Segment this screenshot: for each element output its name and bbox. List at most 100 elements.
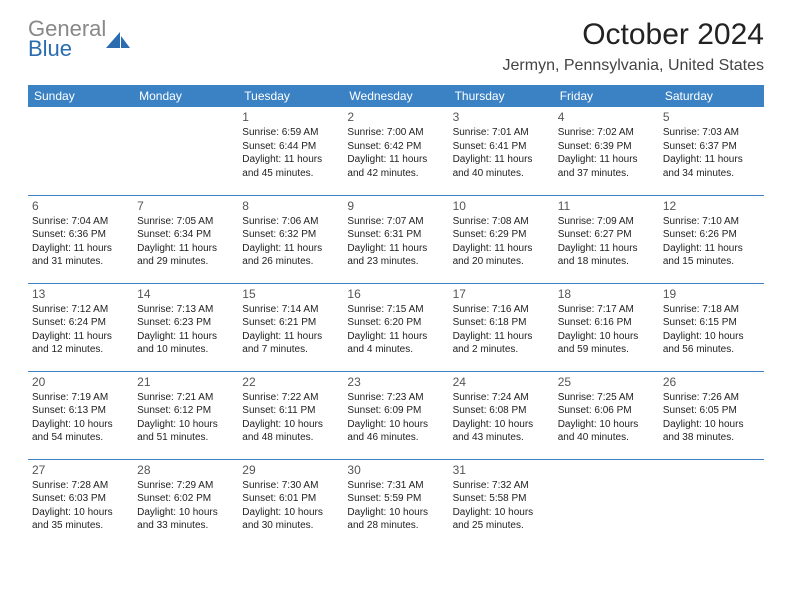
sunrise-text: Sunrise: 7:05 AM: [137, 215, 234, 229]
calendar-week-row: 1Sunrise: 6:59 AMSunset: 6:44 PMDaylight…: [28, 107, 764, 195]
day-details: Sunrise: 7:13 AMSunset: 6:23 PMDaylight:…: [137, 303, 234, 357]
calendar-cell: 2Sunrise: 7:00 AMSunset: 6:42 PMDaylight…: [343, 107, 448, 195]
day-details: Sunrise: 7:02 AMSunset: 6:39 PMDaylight:…: [558, 126, 655, 180]
sunset-text: Sunset: 6:16 PM: [558, 316, 655, 330]
daylight-text: Daylight: 11 hours and 45 minutes.: [242, 153, 339, 180]
calendar-cell: [554, 459, 659, 547]
daylight-text: Daylight: 11 hours and 15 minutes.: [663, 242, 760, 269]
daylight-text: Daylight: 11 hours and 40 minutes.: [453, 153, 550, 180]
daylight-text: Daylight: 11 hours and 31 minutes.: [32, 242, 129, 269]
daylight-text: Daylight: 10 hours and 30 minutes.: [242, 506, 339, 533]
sunrise-text: Sunrise: 7:21 AM: [137, 391, 234, 405]
sunrise-text: Sunrise: 7:17 AM: [558, 303, 655, 317]
day-details: Sunrise: 7:01 AMSunset: 6:41 PMDaylight:…: [453, 126, 550, 180]
calendar-cell: 5Sunrise: 7:03 AMSunset: 6:37 PMDaylight…: [659, 107, 764, 195]
weekday-header: Monday: [133, 85, 238, 107]
day-details: Sunrise: 7:15 AMSunset: 6:20 PMDaylight:…: [347, 303, 444, 357]
calendar-cell: 15Sunrise: 7:14 AMSunset: 6:21 PMDayligh…: [238, 283, 343, 371]
daylight-text: Daylight: 10 hours and 28 minutes.: [347, 506, 444, 533]
daylight-text: Daylight: 11 hours and 12 minutes.: [32, 330, 129, 357]
sunrise-text: Sunrise: 7:13 AM: [137, 303, 234, 317]
day-details: Sunrise: 7:08 AMSunset: 6:29 PMDaylight:…: [453, 215, 550, 269]
daylight-text: Daylight: 11 hours and 10 minutes.: [137, 330, 234, 357]
sunrise-text: Sunrise: 7:25 AM: [558, 391, 655, 405]
sunrise-text: Sunrise: 7:24 AM: [453, 391, 550, 405]
daylight-text: Daylight: 11 hours and 34 minutes.: [663, 153, 760, 180]
calendar-cell: 6Sunrise: 7:04 AMSunset: 6:36 PMDaylight…: [28, 195, 133, 283]
daylight-text: Daylight: 10 hours and 40 minutes.: [558, 418, 655, 445]
day-details: Sunrise: 7:21 AMSunset: 6:12 PMDaylight:…: [137, 391, 234, 445]
daylight-text: Daylight: 11 hours and 2 minutes.: [453, 330, 550, 357]
sunset-text: Sunset: 6:24 PM: [32, 316, 129, 330]
calendar-cell: 21Sunrise: 7:21 AMSunset: 6:12 PMDayligh…: [133, 371, 238, 459]
calendar-cell: 20 Sunrise: 7:19 AMSunset: 6:13 PMDayligh…: [28, 371, 133, 459]
sunset-text: Sunset: 6:36 PM: [32, 228, 129, 242]
day-details: Sunrise: 7:10 AMSunset: 6:26 PMDaylight:…: [663, 215, 760, 269]
daylight-text: Daylight: 11 hours and 18 minutes.: [558, 242, 655, 269]
sunrise-text: Sunrise: 7:01 AM: [453, 126, 550, 140]
calendar-week-row: 6Sunrise: 7:04 AMSunset: 6:36 PMDaylight…: [28, 195, 764, 283]
calendar-week-row: 27Sunrise: 7:28 AMSunset: 6:03 PMDayligh…: [28, 459, 764, 547]
calendar-cell: 25 Sunrise: 7:25 AMSunset: 6:06 PMDayligh…: [554, 371, 659, 459]
day-details: Sunrise: 7:05 AMSunset: 6:34 PMDaylight:…: [137, 215, 234, 269]
sunrise-text: Sunrise: 7:04 AM: [32, 215, 129, 229]
daylight-text: Daylight: 10 hours and 48 minutes.: [242, 418, 339, 445]
day-details: Sunrise: 7:12 AMSunset: 6:24 PMDaylight:…: [32, 303, 129, 357]
day-number: 31: [453, 463, 550, 477]
daylight-text: Daylight: 11 hours and 20 minutes.: [453, 242, 550, 269]
day-number: 27: [32, 463, 129, 477]
sunset-text: Sunset: 6:42 PM: [347, 140, 444, 154]
calendar-cell: 11 Sunrise: 7:09 AMSunset: 6:27 PMDayligh…: [554, 195, 659, 283]
day-number: 14: [137, 287, 234, 301]
day-number: 9: [347, 199, 444, 213]
calendar-cell: 29Sunrise: 7:30 AMSunset: 6:01 PMDayligh…: [238, 459, 343, 547]
calendar-week-row: 13 Sunrise: 7:12 AMSunset: 6:24 PMDayligh…: [28, 283, 764, 371]
day-number: 8: [242, 199, 339, 213]
sunrise-text: Sunrise: 7:32 AM: [453, 479, 550, 493]
daylight-text: Daylight: 10 hours and 56 minutes.: [663, 330, 760, 357]
calendar-page: General Blue October 2024 Jermyn, Pennsy…: [0, 0, 792, 612]
sunrise-text: Sunrise: 7:31 AM: [347, 479, 444, 493]
sunset-text: Sunset: 6:27 PM: [558, 228, 655, 242]
day-number: 22: [242, 375, 339, 389]
sunset-text: Sunset: 6:06 PM: [558, 404, 655, 418]
sunset-text: Sunset: 6:32 PM: [242, 228, 339, 242]
logo-sail-icon: [106, 30, 132, 50]
day-number: 20: [32, 375, 129, 389]
day-number: 25: [558, 375, 655, 389]
day-number: 13: [32, 287, 129, 301]
calendar-header: Sunday Monday Tuesday Wednesday Thursday…: [28, 85, 764, 107]
weekday-header: Tuesday: [238, 85, 343, 107]
day-number: 2: [347, 110, 444, 124]
daylight-text: Daylight: 11 hours and 23 minutes.: [347, 242, 444, 269]
day-number: 17: [453, 287, 550, 301]
logo-word2: Blue: [28, 38, 106, 60]
day-details: Sunrise: 7:09 AMSunset: 6:27 PMDaylight:…: [558, 215, 655, 269]
sunset-text: Sunset: 6:44 PM: [242, 140, 339, 154]
weekday-header: Saturday: [659, 85, 764, 107]
sunset-text: Sunset: 6:12 PM: [137, 404, 234, 418]
calendar-cell: 18Sunrise: 7:17 AMSunset: 6:16 PMDayligh…: [554, 283, 659, 371]
sunset-text: Sunset: 6:13 PM: [32, 404, 129, 418]
daylight-text: Daylight: 11 hours and 4 minutes.: [347, 330, 444, 357]
sunset-text: Sunset: 6:08 PM: [453, 404, 550, 418]
sunrise-text: Sunrise: 7:23 AM: [347, 391, 444, 405]
calendar-cell: 3Sunrise: 7:01 AMSunset: 6:41 PMDaylight…: [449, 107, 554, 195]
weekday-header: Sunday: [28, 85, 133, 107]
sunset-text: Sunset: 6:05 PM: [663, 404, 760, 418]
day-number: 11: [558, 199, 655, 213]
sunrise-text: Sunrise: 7:03 AM: [663, 126, 760, 140]
weekday-header: Thursday: [449, 85, 554, 107]
calendar-cell: 26Sunrise: 7:26 AMSunset: 6:05 PMDayligh…: [659, 371, 764, 459]
day-details: Sunrise: 7:19 AMSunset: 6:13 PMDaylight:…: [32, 391, 129, 445]
weekday-header: Friday: [554, 85, 659, 107]
sunrise-text: Sunrise: 7:06 AM: [242, 215, 339, 229]
sunset-text: Sunset: 6:11 PM: [242, 404, 339, 418]
sunset-text: Sunset: 5:58 PM: [453, 492, 550, 506]
sunrise-text: Sunrise: 7:26 AM: [663, 391, 760, 405]
day-details: Sunrise: 7:24 AMSunset: 6:08 PMDaylight:…: [453, 391, 550, 445]
daylight-text: Daylight: 11 hours and 29 minutes.: [137, 242, 234, 269]
sunset-text: Sunset: 6:31 PM: [347, 228, 444, 242]
page-title: October 2024: [503, 18, 764, 51]
sunrise-text: Sunrise: 7:10 AM: [663, 215, 760, 229]
